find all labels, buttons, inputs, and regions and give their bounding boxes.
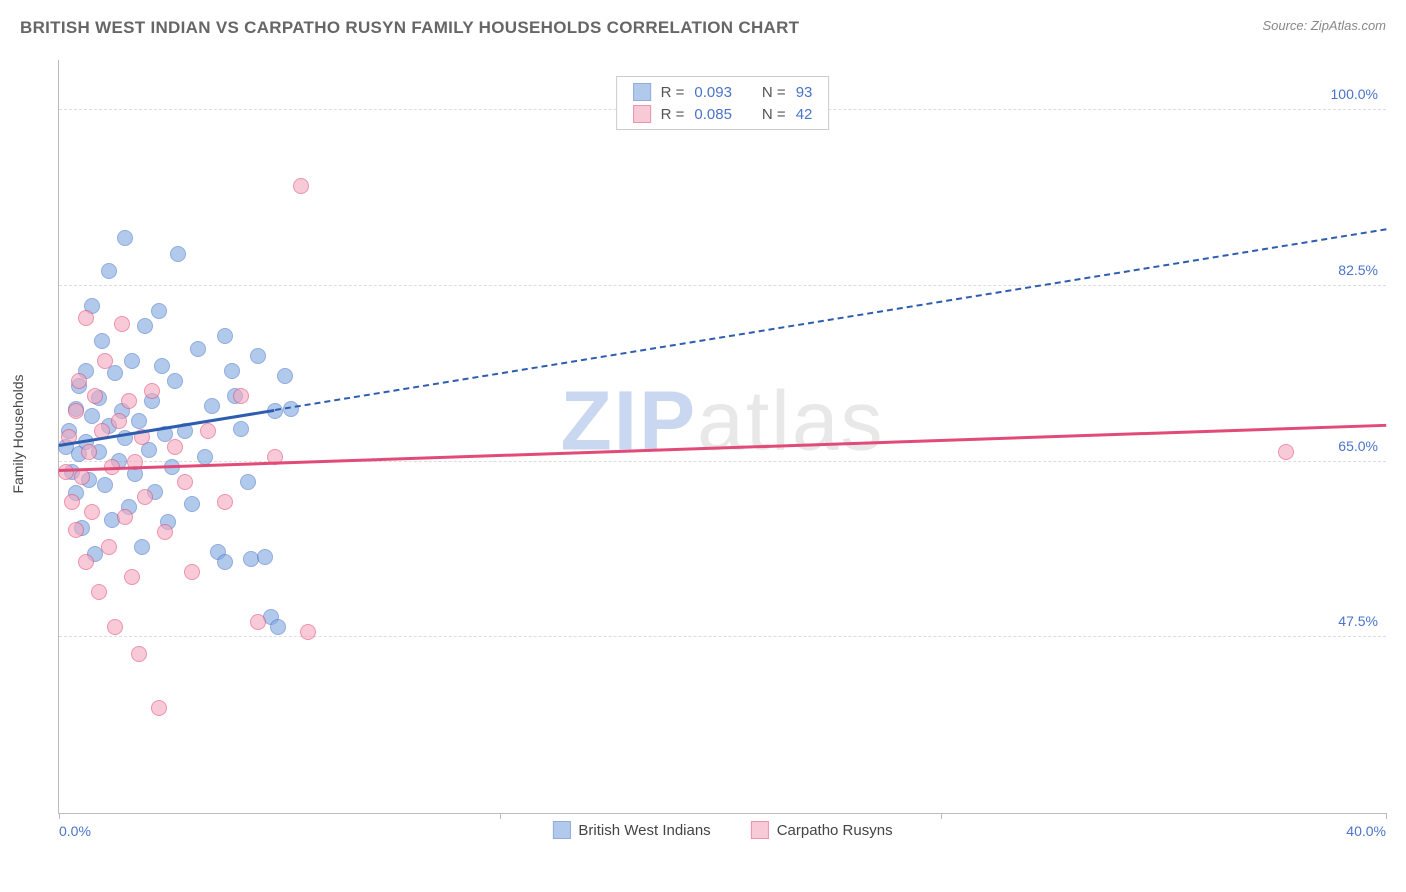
data-point [177, 474, 193, 490]
data-point [200, 423, 216, 439]
data-point [170, 246, 186, 262]
data-point [233, 388, 249, 404]
trend-line-extrapolated [274, 229, 1386, 412]
correlation-legend: R = 0.093 N = 93 R = 0.085 N = 42 [616, 76, 830, 130]
data-point [124, 353, 140, 369]
data-point [137, 318, 153, 334]
data-point [190, 341, 206, 357]
data-point [151, 700, 167, 716]
y-tick-label: 47.5% [1338, 613, 1378, 629]
source-label: Source: ZipAtlas.com [1262, 18, 1386, 33]
data-point [111, 413, 127, 429]
data-point [144, 383, 160, 399]
data-point [184, 496, 200, 512]
data-point [84, 504, 100, 520]
data-point [71, 373, 87, 389]
data-point [167, 439, 183, 455]
data-point [117, 509, 133, 525]
data-point [1278, 444, 1294, 460]
data-point [78, 554, 94, 570]
data-point [121, 393, 137, 409]
data-point [270, 619, 286, 635]
legend-row-cr: R = 0.085 N = 42 [617, 103, 829, 125]
x-tick [500, 813, 501, 819]
data-point [131, 646, 147, 662]
swatch-bwi [633, 83, 651, 101]
data-point [283, 401, 299, 417]
data-point [250, 614, 266, 630]
data-point [134, 539, 150, 555]
y-tick-label: 65.0% [1338, 438, 1378, 454]
data-point [224, 363, 240, 379]
plot-region: ZIPatlas R = 0.093 N = 93 R = 0.085 N = … [58, 60, 1386, 814]
data-point [204, 398, 220, 414]
data-point [151, 303, 167, 319]
data-point [240, 474, 256, 490]
data-point [217, 328, 233, 344]
data-point [114, 316, 130, 332]
data-point [87, 388, 103, 404]
data-point [78, 310, 94, 326]
data-point [277, 368, 293, 384]
data-point [250, 348, 266, 364]
data-point [81, 444, 97, 460]
data-point [217, 554, 233, 570]
swatch-cr [633, 105, 651, 123]
x-tick-label: 0.0% [59, 823, 91, 839]
data-point [131, 413, 147, 429]
data-point [84, 408, 100, 424]
data-point [124, 569, 140, 585]
data-point [97, 477, 113, 493]
data-point [137, 489, 153, 505]
x-tick-label: 40.0% [1346, 823, 1386, 839]
data-point [300, 624, 316, 640]
data-point [101, 263, 117, 279]
x-tick [941, 813, 942, 819]
data-point [91, 584, 107, 600]
chart-area: Family Households ZIPatlas R = 0.093 N =… [48, 44, 1386, 824]
data-point [154, 358, 170, 374]
chart-title: BRITISH WEST INDIAN VS CARPATHO RUSYN FA… [20, 18, 799, 38]
data-point [107, 619, 123, 635]
watermark: ZIPatlas [560, 373, 884, 470]
data-point [293, 178, 309, 194]
swatch-cr-bottom [751, 821, 769, 839]
y-tick-label: 100.0% [1331, 86, 1378, 102]
legend-item-cr: Carpatho Rusyns [751, 821, 893, 839]
data-point [257, 549, 273, 565]
data-point [94, 333, 110, 349]
data-point [197, 449, 213, 465]
series-legend: British West Indians Carpatho Rusyns [552, 821, 892, 839]
data-point [217, 494, 233, 510]
data-point [157, 524, 173, 540]
data-point [97, 353, 113, 369]
data-point [64, 494, 80, 510]
data-point [68, 522, 84, 538]
data-point [68, 403, 84, 419]
y-axis-label: Family Households [10, 374, 26, 493]
x-tick [1386, 813, 1387, 819]
legend-item-bwi: British West Indians [552, 821, 710, 839]
gridline [59, 285, 1386, 286]
data-point [167, 373, 183, 389]
gridline [59, 636, 1386, 637]
data-point [101, 539, 117, 555]
trend-line [59, 423, 1386, 471]
watermark-atlas: atlas [697, 374, 884, 468]
legend-row-bwi: R = 0.093 N = 93 [617, 81, 829, 103]
data-point [117, 230, 133, 246]
data-point [233, 421, 249, 437]
data-point [184, 564, 200, 580]
swatch-bwi-bottom [552, 821, 570, 839]
y-tick-label: 82.5% [1338, 262, 1378, 278]
x-tick [59, 813, 60, 819]
